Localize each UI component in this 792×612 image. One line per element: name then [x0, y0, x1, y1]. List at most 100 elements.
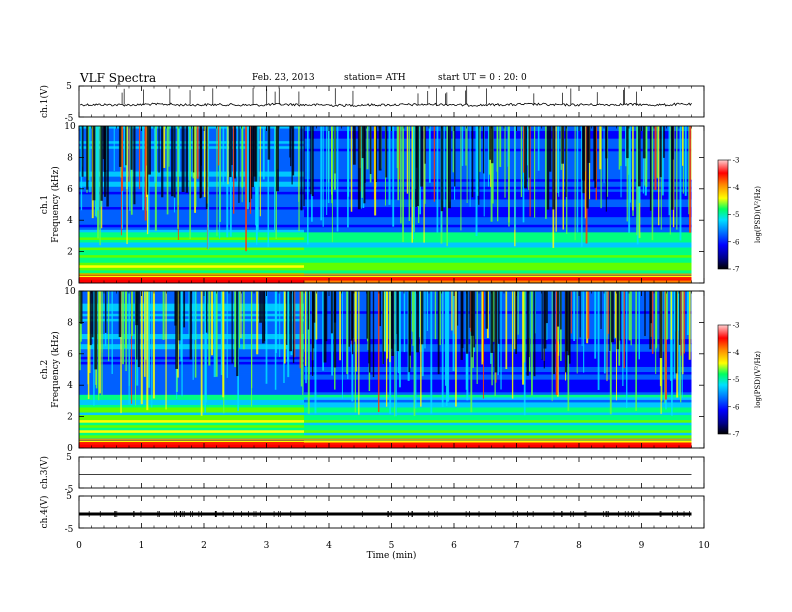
sferic-streak — [400, 126, 402, 224]
sferic-streak — [178, 126, 181, 177]
sferic-streak — [243, 291, 245, 350]
sferic-streak — [126, 126, 128, 245]
y-tick-label: 5 — [66, 492, 72, 502]
sferic-streak — [576, 126, 579, 233]
sferic-streak — [451, 291, 453, 331]
spectrogram-gap — [205, 126, 208, 210]
spectrogram-gap — [494, 291, 498, 373]
spectrogram-band — [304, 260, 692, 264]
sferic-streak — [584, 126, 587, 219]
spectrogram-gap — [353, 126, 356, 165]
spectrogram-band — [304, 420, 692, 424]
x-axis-label: Time (min) — [367, 550, 417, 561]
spectrogram-band — [79, 196, 304, 200]
spectrogram-gap — [334, 126, 336, 174]
spectrogram-band — [304, 262, 692, 266]
spectrogram-gap — [199, 126, 202, 199]
spectrogram-band — [79, 171, 304, 175]
sferic-streak — [200, 291, 203, 416]
spectrogram-gap — [92, 126, 96, 201]
spectrogram-gap — [368, 291, 370, 364]
sferic-streak — [383, 291, 386, 352]
spectrogram-band — [79, 399, 304, 403]
spectrogram-band — [304, 222, 692, 226]
sferic-streak — [607, 126, 609, 197]
sferic-streak — [152, 291, 155, 399]
spectrogram-gap — [372, 291, 375, 378]
sferic-streak — [460, 126, 462, 231]
sferic-streak — [374, 126, 377, 216]
sferic-streak — [177, 126, 179, 229]
sferic-streak — [438, 291, 441, 346]
spectrogram-gap — [94, 291, 98, 370]
spectrogram-band — [79, 229, 304, 233]
sferic-streak — [614, 291, 617, 338]
sferic-streak — [469, 126, 471, 207]
spectrogram-gap — [183, 291, 186, 328]
y-axis-label: Frequency (kHz) — [50, 166, 61, 243]
spectrogram-gap — [236, 291, 239, 377]
spectrogram-band — [304, 399, 692, 403]
spectrogram-band — [79, 245, 304, 248]
spectrogram-band — [304, 270, 692, 274]
spectrogram-gap — [292, 291, 295, 364]
sferic-streak — [362, 126, 365, 209]
sferic-streak — [656, 126, 659, 178]
spectrogram-gap — [478, 126, 480, 205]
sferic-streak — [625, 126, 627, 167]
sferic-streak — [686, 291, 689, 335]
narrowband-line — [79, 438, 692, 440]
sferic-streak — [424, 126, 426, 204]
sferic-streak — [93, 291, 95, 406]
spectrogram-gap — [303, 126, 305, 207]
sferic-streak — [207, 126, 210, 250]
sferic-streak — [192, 291, 194, 380]
spectrogram-band — [79, 382, 304, 386]
spectrogram-gap — [675, 291, 678, 374]
sferic-streak — [347, 126, 349, 228]
sferic-streak — [377, 291, 380, 412]
y-axis-label: ch.1(V) — [39, 85, 50, 118]
spectrogram-gap — [461, 291, 464, 349]
spectrogram-gap — [549, 126, 552, 172]
sferic-streak — [487, 126, 489, 187]
spectrogram-gap — [118, 126, 122, 167]
sferic-streak — [595, 126, 597, 201]
spectrogram-gap — [609, 291, 611, 351]
sferic-streak — [395, 291, 397, 417]
spectrogram-gap — [587, 126, 591, 163]
sferic-streak — [302, 291, 304, 395]
spectrogram-band — [304, 427, 692, 431]
sferic-streak — [688, 291, 691, 360]
spectrogram-gap — [137, 291, 140, 368]
spectrogram-band — [79, 407, 304, 411]
spectrogram-gap — [286, 291, 288, 345]
spectrogram-band — [79, 179, 304, 183]
spectrogram-gap — [385, 126, 388, 178]
spectrogram-band — [79, 242, 304, 246]
spectrogram-gap — [205, 291, 208, 333]
colorbar-label: log(PSD)(V²/Hz) — [754, 351, 762, 408]
sferic-streak — [618, 126, 621, 170]
spectrogram-gap — [135, 291, 139, 326]
spectrogram-gap — [649, 126, 652, 211]
sferic-streak — [414, 291, 417, 409]
sferic-streak — [689, 126, 692, 233]
sferic-streak — [671, 291, 673, 416]
sferic-streak — [392, 126, 395, 227]
spectrogram-gap — [457, 291, 459, 326]
spectrogram-band — [79, 194, 304, 198]
sferic-streak — [606, 291, 608, 382]
sferic-streak — [300, 291, 303, 387]
sferic-streak — [142, 126, 145, 211]
sferic-streak — [523, 291, 526, 363]
spectrogram-gap — [396, 291, 399, 352]
sferic-streak — [490, 126, 493, 222]
sferic-streak — [418, 291, 421, 338]
sferic-streak — [283, 291, 285, 383]
sferic-streak — [618, 291, 621, 366]
spectrogram-band — [304, 280, 692, 284]
spectrogram-band — [79, 397, 304, 401]
sferic-streak — [482, 291, 484, 362]
spectrogram-band — [79, 204, 304, 208]
